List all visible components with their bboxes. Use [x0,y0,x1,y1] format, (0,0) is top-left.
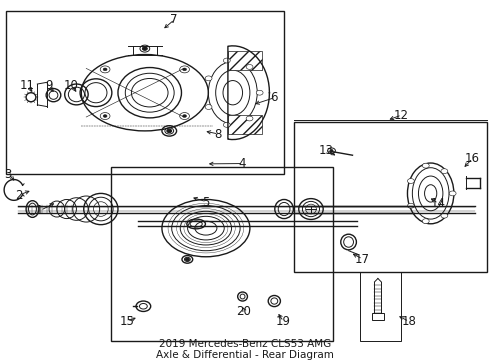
Circle shape [422,163,429,168]
Circle shape [100,113,110,120]
Circle shape [100,66,110,73]
Text: 1: 1 [36,204,44,217]
Text: 17: 17 [355,253,370,266]
Circle shape [256,90,263,95]
Circle shape [183,114,187,117]
Text: 12: 12 [394,109,409,122]
Text: 11: 11 [20,79,35,92]
Polygon shape [228,115,262,134]
Text: 5: 5 [202,195,210,208]
Circle shape [103,114,107,117]
Circle shape [140,45,150,52]
Text: 4: 4 [239,157,246,170]
Text: 6: 6 [270,91,278,104]
Circle shape [180,66,190,73]
Circle shape [205,76,212,81]
Text: 2019 Mercedes-Benz CLS53 AMG: 2019 Mercedes-Benz CLS53 AMG [159,339,331,349]
Text: 16: 16 [465,152,480,165]
Polygon shape [228,51,262,70]
Circle shape [143,47,147,50]
Circle shape [408,203,414,208]
Circle shape [180,113,190,120]
Text: 9: 9 [45,79,52,92]
Text: 14: 14 [431,197,445,210]
Circle shape [223,122,230,127]
Text: Axle & Differential - Rear Diagram: Axle & Differential - Rear Diagram [156,350,334,360]
Circle shape [441,169,448,174]
Circle shape [330,150,333,152]
Circle shape [103,68,107,71]
Circle shape [185,258,189,261]
Text: 20: 20 [237,305,251,318]
Text: 10: 10 [64,79,79,92]
Circle shape [449,191,456,196]
Circle shape [167,129,172,132]
Text: 8: 8 [215,128,222,141]
Circle shape [183,68,187,71]
Circle shape [205,105,212,109]
Circle shape [223,58,230,63]
Circle shape [140,303,147,309]
Polygon shape [372,313,384,320]
Text: 18: 18 [401,315,416,328]
Text: 3: 3 [4,168,12,181]
Circle shape [246,64,253,69]
Text: 2: 2 [16,189,23,202]
Circle shape [441,213,448,218]
Circle shape [246,116,253,121]
Circle shape [422,219,429,224]
Text: 15: 15 [120,315,134,328]
Text: 13: 13 [318,144,333,157]
Circle shape [136,301,151,311]
Text: 7: 7 [171,13,178,26]
Circle shape [328,148,335,153]
Text: 19: 19 [275,315,291,328]
Circle shape [408,179,415,184]
